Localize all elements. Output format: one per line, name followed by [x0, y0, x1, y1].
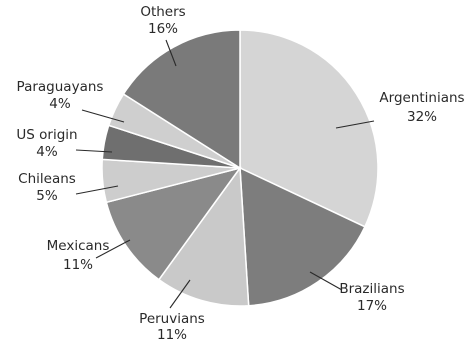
pie-slice-peruvians [157, 165, 250, 307]
pie-slice-others [122, 29, 241, 170]
slice-label-peruvians: Peruvians [139, 311, 205, 327]
leader-line-others [165, 39, 177, 67]
slice-label-brazilians: Brazilians [339, 281, 404, 297]
slice-label-argentinians: Argentinians [379, 90, 464, 106]
pie-slice-argentinians [239, 29, 379, 228]
leader-line-argentinians [335, 120, 375, 129]
leader-line-us-origin [75, 149, 113, 153]
pie-slice-brazilians [239, 166, 366, 307]
slice-label-chileans: Chileans [18, 171, 76, 187]
slice-value-us-origin: 4% [36, 144, 58, 160]
leader-line-chileans [75, 185, 119, 195]
slice-label-us-origin: US origin [16, 127, 77, 143]
slice-label-paraguayans: Paraguayans [17, 79, 104, 95]
slice-labels: Argentinians 32% Brazilians 17% Peruvian… [16, 4, 464, 342]
slice-value-paraguayans: 4% [49, 96, 71, 112]
slice-value-peruvians: 11% [157, 327, 187, 342]
leader-line-brazilians [309, 271, 343, 291]
slice-value-mexicans: 11% [63, 257, 93, 273]
slice-label-mexicans: Mexicans [47, 238, 110, 254]
slice-value-brazilians: 17% [357, 298, 387, 314]
slice-value-chileans: 5% [36, 188, 58, 204]
leader-line-paraguayans [81, 109, 125, 123]
leader-line-mexicans [95, 239, 131, 259]
pie-slice-mexicans [105, 166, 242, 281]
pie-slices [101, 29, 379, 307]
slice-label-others: Others [140, 4, 185, 20]
slice-value-others: 16% [148, 21, 178, 37]
leader-line-peruvians [169, 279, 191, 309]
slice-value-argentinians: 32% [407, 109, 437, 125]
leader-lines [75, 39, 375, 309]
